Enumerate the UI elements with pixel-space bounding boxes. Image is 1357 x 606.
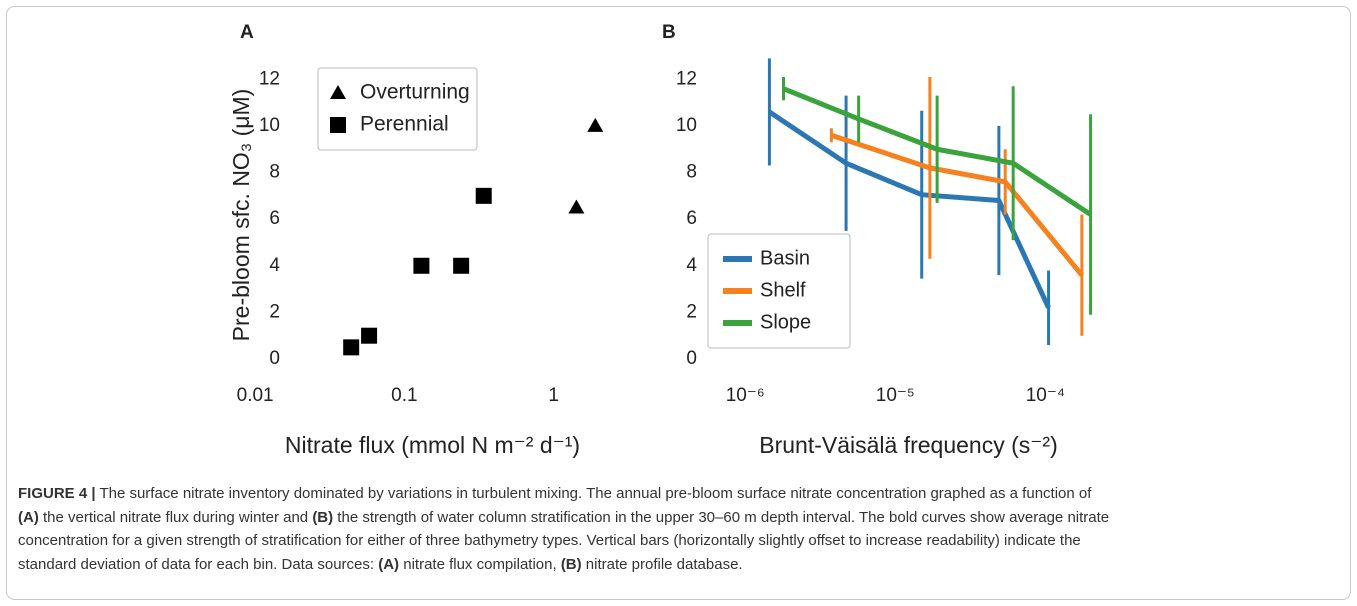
y-tick-label: 0 <box>269 348 280 369</box>
line <box>768 109 1051 309</box>
figure-border <box>6 6 1351 600</box>
legend-label: Slope <box>760 311 811 333</box>
legend-label: Overturning <box>360 81 470 104</box>
y-tick-label: 0 <box>686 348 697 369</box>
y-tick-label: 4 <box>269 255 280 276</box>
y-tick-label: 8 <box>269 162 280 183</box>
x-axis-label: Nitrate flux (mmol N m⁻² d⁻¹) <box>285 432 580 458</box>
point <box>343 339 360 356</box>
x-tick-label: 0.1 <box>391 385 417 406</box>
caption-text: (A) <box>18 508 39 526</box>
caption: FIGURE 4 | The surface nitrate inventory… <box>18 482 1109 576</box>
y-tick-label: 2 <box>686 301 697 322</box>
caption-line: FIGURE 4 | The surface nitrate inventory… <box>18 482 1109 506</box>
y-axis-label: Pre-bloom sfc. NO₃ (μM) <box>228 89 254 342</box>
point <box>361 327 378 344</box>
caption-text: the vertical nitrate flux during winter … <box>38 508 313 526</box>
line <box>782 86 1092 217</box>
caption-line: (A) the vertical nitrate flux during win… <box>18 506 1109 530</box>
y-tick-label: 4 <box>686 255 697 276</box>
caption-text: nitrate flux compilation, <box>399 555 561 573</box>
caption-text: FIGURE 4 | <box>18 485 96 502</box>
legend-box <box>317 67 478 151</box>
y-tick-label: 6 <box>269 208 280 229</box>
caption-line: concentration for a given strength of st… <box>18 529 1109 553</box>
caption-text: (A) <box>378 555 400 573</box>
y-tick-label: 6 <box>686 208 697 229</box>
legend-swatch <box>330 117 346 133</box>
point <box>413 257 430 274</box>
x-tick-label: 10⁻⁶ <box>726 385 765 406</box>
caption-text: the strength of water column stratificat… <box>333 508 1110 526</box>
line <box>830 132 1084 277</box>
x-tick-label: 10⁻⁵ <box>876 385 915 406</box>
y-tick-label: 8 <box>686 162 697 183</box>
x-axis-label: Brunt-Väisälä frequency (s⁻²) <box>759 432 1057 458</box>
x-tick-label: 10⁻⁴ <box>1026 385 1065 406</box>
legend-label: Shelf <box>760 279 806 301</box>
point <box>453 257 470 274</box>
caption-text: (B) <box>560 555 582 573</box>
x-tick-label: 0.01 <box>237 385 274 406</box>
caption-text: concentration for a given strength of st… <box>18 532 1081 549</box>
caption-text: nitrate profile database. <box>581 555 743 573</box>
y-tick-label: 12 <box>259 68 280 89</box>
point <box>475 187 492 204</box>
caption-text: The surface nitrate inventory dominated … <box>95 485 1092 502</box>
y-tick-label: 2 <box>269 301 280 322</box>
caption-text: (B) <box>312 508 334 526</box>
point <box>587 117 604 132</box>
caption-line: standard deviation of data for each bin.… <box>18 553 1109 577</box>
legend-label: Perennial <box>360 113 449 136</box>
legend-swatch <box>330 85 346 99</box>
y-tick-label: 10 <box>676 115 697 136</box>
caption-text: standard deviation of data for each bin.… <box>18 555 379 573</box>
y-tick-label: 10 <box>259 115 280 136</box>
panel-label: B <box>662 22 676 43</box>
legend-box <box>707 233 851 349</box>
point <box>568 199 585 214</box>
y-tick-label: 12 <box>676 68 697 89</box>
x-tick-label: 1 <box>548 385 559 406</box>
legend-label: Basin <box>760 247 810 269</box>
panel-label: A <box>240 22 254 43</box>
